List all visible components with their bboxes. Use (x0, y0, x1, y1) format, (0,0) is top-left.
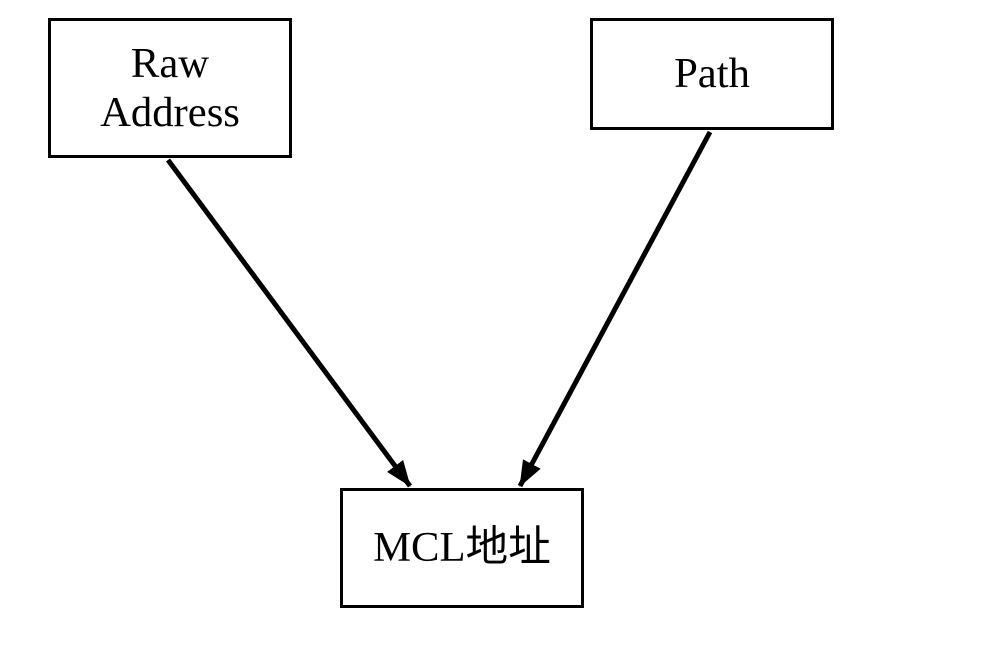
node-raw-address-label: Raw Address (100, 39, 240, 137)
edge-path-to-mcl (520, 132, 710, 486)
node-mcl-label: MCL地址 (373, 523, 551, 572)
node-path: Path (590, 18, 834, 130)
node-path-label: Path (674, 49, 750, 98)
node-mcl: MCL地址 (340, 488, 584, 608)
edge-raw-to-mcl (168, 160, 410, 486)
node-raw-address: Raw Address (48, 18, 292, 158)
diagram-canvas: Raw Address Path MCL地址 (0, 0, 984, 660)
